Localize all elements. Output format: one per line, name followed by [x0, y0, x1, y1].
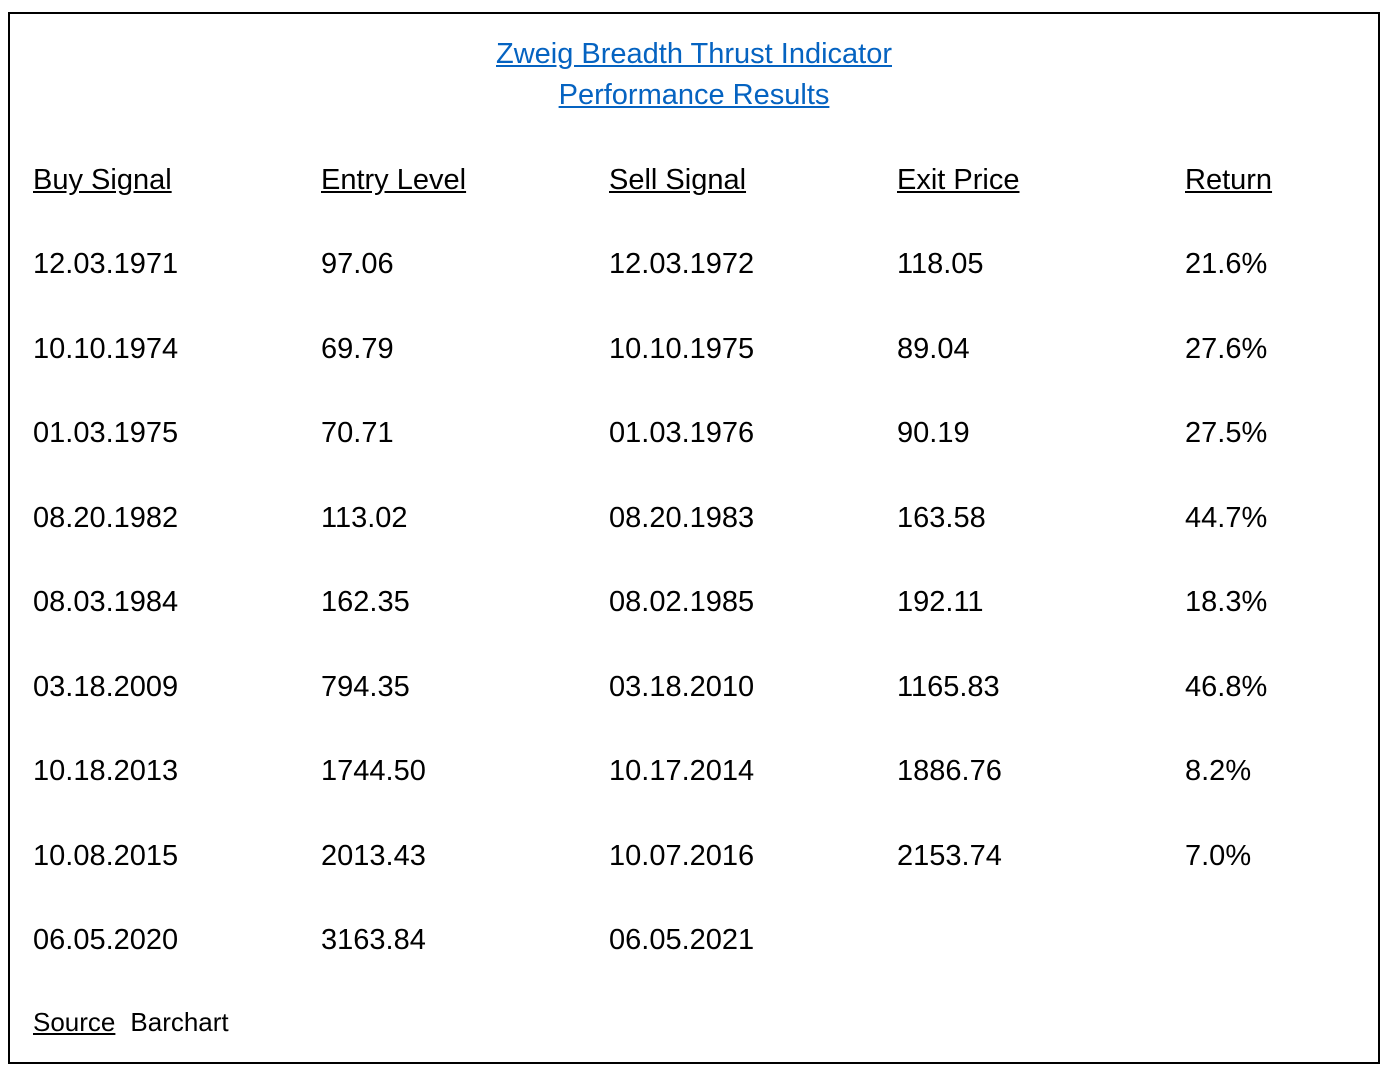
- cell-sell-signal: 10.10.1975: [609, 332, 755, 365]
- cell-entry-level: 113.02: [321, 501, 408, 534]
- cell-return: 7.0%: [1185, 839, 1252, 872]
- cell-entry-level: 162.35: [321, 586, 410, 618]
- cell-return: 27.6%: [1185, 332, 1268, 365]
- title-link-line1[interactable]: Zweig Breadth Thrust Indicator: [496, 38, 892, 70]
- source-note: Source Barchart: [33, 1004, 229, 1040]
- header-sell-signal: Sell Signal: [609, 164, 747, 196]
- cell-sell-signal: 08.02.1985: [609, 586, 755, 618]
- cell-sell-signal: 06.05.2021: [609, 924, 755, 956]
- source-value: Barchart: [130, 1007, 229, 1037]
- cell-return: 21.6%: [1185, 248, 1268, 280]
- cell-sell-signal: 10.17.2014: [609, 755, 755, 787]
- header-return: Return: [1185, 164, 1273, 196]
- cell-return: 18.3%: [1185, 586, 1268, 618]
- cell-sell-signal: 08.20.1983: [609, 501, 755, 534]
- header-buy-signal: Buy Signal: [33, 164, 172, 196]
- cell-exit-price: 90.19: [897, 417, 970, 449]
- cell-buy-signal: 08.03.1984: [33, 586, 179, 618]
- header-entry-level: Entry Level: [321, 164, 467, 196]
- cell-exit-price: 118.05: [897, 248, 984, 280]
- cell-return: 27.5%: [1185, 417, 1268, 449]
- cell-entry-level: 1744.50: [321, 755, 426, 787]
- source-label: Source: [33, 1007, 116, 1037]
- cell-exit-price: 192.11: [897, 586, 984, 618]
- cell-exit-price: 89.04: [897, 332, 970, 365]
- cell-entry-level: 2013.43: [321, 839, 426, 872]
- header-exit-price: Exit Price: [897, 164, 1020, 196]
- cell-return: 8.2%: [1185, 755, 1252, 787]
- cell-buy-signal: 01.03.1975: [33, 417, 179, 449]
- cell-exit-price: 2153.74: [897, 839, 1002, 872]
- cell-entry-level: 69.79: [321, 332, 394, 365]
- cell-buy-signal: 10.18.2013: [33, 755, 179, 787]
- cell-entry-level: 794.35: [321, 670, 410, 703]
- cell-entry-level: 3163.84: [321, 924, 426, 956]
- cell-buy-signal: 06.05.2020: [33, 924, 179, 956]
- cell-exit-price: 163.58: [897, 501, 986, 534]
- cell-return: 46.8%: [1185, 670, 1268, 703]
- cell-exit-price: 1165.83: [897, 670, 1000, 703]
- cell-sell-signal: 01.03.1976: [609, 417, 755, 449]
- cell-sell-signal: 12.03.1972: [609, 248, 755, 280]
- cell-buy-signal: 08.20.1982: [33, 501, 179, 534]
- cell-sell-signal: 10.07.2016: [609, 839, 755, 872]
- cell-entry-level: 70.71: [321, 417, 394, 449]
- table-frame: Zweig Breadth Thrust Indicator Performan…: [8, 12, 1380, 1064]
- cell-buy-signal: 12.03.1971: [33, 248, 179, 280]
- cell-return: 44.7%: [1185, 501, 1268, 534]
- cell-entry-level: 97.06: [321, 248, 394, 280]
- cell-buy-signal: 10.08.2015: [33, 839, 179, 872]
- title-link-line2[interactable]: Performance Results: [558, 79, 830, 111]
- cell-sell-signal: 03.18.2010: [609, 670, 755, 703]
- cell-buy-signal: 03.18.2009: [33, 670, 179, 703]
- cell-buy-signal: 10.10.1974: [33, 332, 179, 365]
- cell-exit-price: 1886.76: [897, 755, 1002, 787]
